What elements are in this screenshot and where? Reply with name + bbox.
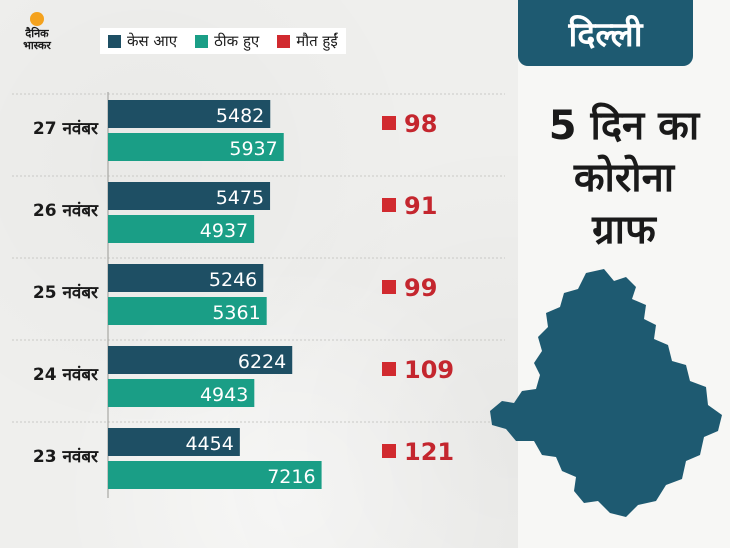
recovered-bar [108,133,284,161]
date-label: 23 नवंबर [33,447,99,467]
cases-value-label: 5482 [216,105,264,127]
recovered-value-label: 5361 [212,302,260,324]
logo-text: दैनिक भास्कर [23,27,51,52]
cases-bar [108,182,271,210]
chart-legend: केस आए ठीक हुए मौत हुईं [100,28,346,54]
recovered-bar [108,461,322,489]
date-label: 26 नवंबर [33,201,99,221]
cases-value-label: 5475 [216,187,264,209]
cases-value-label: 5246 [209,269,257,291]
death-marker [382,280,396,294]
recovered-value-label: 4943 [200,384,248,406]
deaths-value-label: 99 [404,274,437,302]
legend-item-cases: केस आए [108,31,177,51]
legend-label-deaths: मौत हुईं [296,32,338,50]
graph-title: 5 दिन का कोरोना ग्राफ [518,100,730,256]
brand-logo: दैनिक भास्कर [10,10,62,62]
sun-icon [30,12,44,26]
recovered-value-label: 4937 [200,220,248,242]
legend-swatch-recovered [195,34,209,48]
graph-title-line-2: कोरोना [573,155,675,201]
legend-label-recovered: ठीक हुए [214,32,260,50]
death-marker [382,362,396,376]
cases-bar [108,346,293,374]
death-marker [382,444,396,458]
death-marker [382,198,396,212]
deaths-value-label: 109 [404,356,454,384]
cases-bar [108,264,264,292]
graph-title-line-3: ग्राफ [592,207,656,253]
bar-chart: 27 नवंबर 5482 5937 98 26 नवंबर 5475 4937 91 25 न… [12,92,505,498]
recovered-bar [108,379,255,407]
deaths-value-label: 121 [404,438,454,466]
cases-bar [108,428,240,456]
cases-bar [108,100,271,128]
legend-item-recovered: ठीक हुए [195,31,259,51]
date-label: 25 नवंबर [33,283,99,303]
death-marker [382,116,396,130]
recovered-value-label: 5937 [229,138,277,160]
cases-value-label: 6224 [238,351,286,373]
recovered-bar [108,215,255,243]
date-label: 24 नवंबर [33,365,99,385]
recovered-value-label: 7216 [267,466,315,488]
city-banner: दिल्ली [518,0,693,66]
date-label: 27 नवंबर [33,119,99,139]
cases-value-label: 4454 [185,433,233,455]
delhi-map-icon [490,269,722,517]
deaths-value-label: 98 [404,110,437,138]
legend-label-cases: केस आए [127,32,178,50]
legend-swatch-cases [108,34,121,48]
graph-title-line-1: 5 दिन का [548,103,700,149]
legend-swatch-deaths [277,34,291,48]
deaths-value-label: 91 [404,192,437,220]
recovered-bar [108,297,267,325]
legend-item-deaths: मौत हुईं [277,31,338,51]
